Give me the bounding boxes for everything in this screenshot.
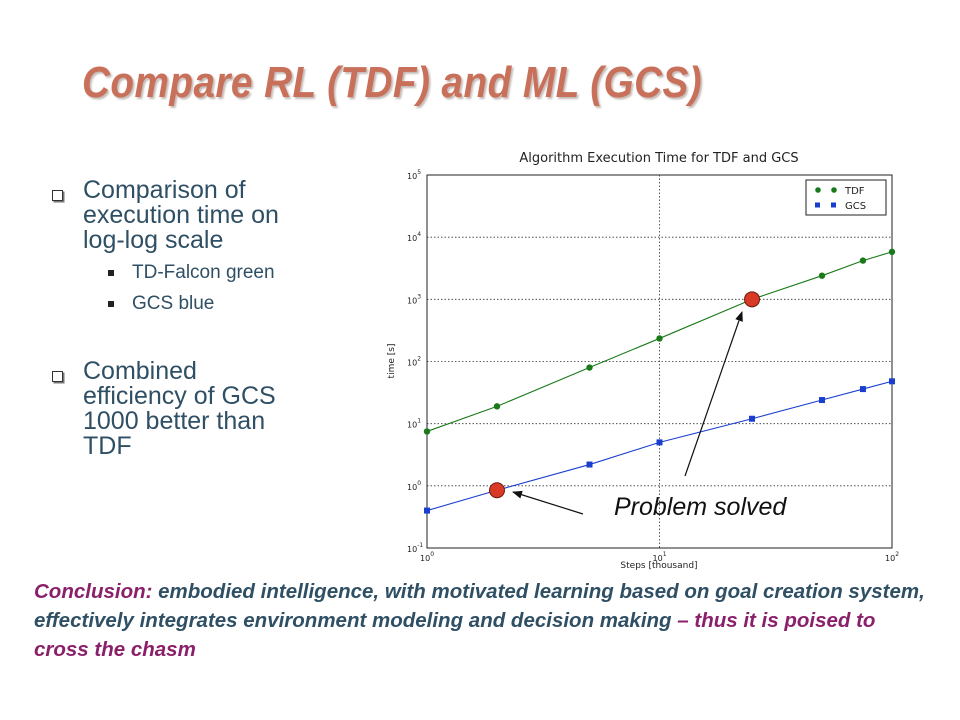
- chart-title: Algorithm Execution Time for TDF and GCS: [519, 151, 798, 166]
- slide-title: Compare RL (TDF) and ML (GCS): [82, 58, 703, 107]
- bullet-text: Combined efficiency of GCS 1000 better t…: [83, 359, 276, 459]
- data-point-tdf: [656, 335, 663, 342]
- data-point-gcs: [586, 461, 593, 468]
- sub-bullet-tdfalcon: TD-Falcon green: [108, 257, 342, 288]
- execution-time-chart: Algorithm Execution Time for TDF and GCS…: [387, 151, 899, 570]
- data-point-gcs: [819, 397, 826, 404]
- data-point-tdf: [818, 272, 826, 279]
- data-point-gcs: [424, 507, 430, 514]
- bullet-line: Comparison of: [83, 176, 246, 204]
- bullet-line: log-log scale: [83, 226, 224, 254]
- conclusion-body: embodied intelligence, with motivated le…: [34, 580, 925, 632]
- data-point-tdf: [888, 248, 896, 256]
- y-axis-label: time [s]: [387, 344, 397, 379]
- x-tick-label: 101: [653, 551, 667, 563]
- y-tick-label: 102: [407, 356, 421, 368]
- conclusion-text: Conclusion: embodied intelligence, with …: [34, 577, 934, 664]
- y-tick-label: 101: [407, 418, 421, 430]
- series-line-gcs: [426, 380, 893, 512]
- bullet-line: 1000 better than: [83, 407, 266, 435]
- data-point-tdf: [859, 257, 867, 264]
- bullet-line: TDF: [83, 432, 132, 460]
- series-line-tdf: [426, 251, 893, 432]
- legend-marker-gcs: [815, 202, 820, 208]
- y-tick-label: 104: [407, 231, 421, 243]
- x-tick-label: 102: [885, 551, 899, 563]
- sub-bullet-list: TD-Falcon green GCS blue: [108, 257, 342, 319]
- bullet-comparison: Comparison of execution time on log-log …: [52, 178, 342, 253]
- data-point-tdf: [586, 364, 593, 371]
- legend-marker-tdf: [815, 187, 821, 193]
- legend-label-tdf: TDF: [844, 186, 865, 197]
- conclusion-tail: – thus it is poised to cross the chasm: [34, 609, 876, 661]
- bullet-line: execution time on: [83, 201, 279, 229]
- annotation-arrow-to-tdf: [684, 311, 743, 477]
- sub-bullet-gcs: GCS blue: [108, 288, 342, 319]
- legend-marker-gcs: [831, 202, 836, 208]
- square-bullet-icon: [108, 300, 114, 307]
- bullet-list: Comparison of execution time on log-log …: [52, 178, 342, 459]
- annotation-arrow-to-gcs: [512, 490, 584, 515]
- problem-solved-annotation: Problem solved: [614, 493, 787, 521]
- highlight-marker-gcs: [488, 482, 505, 499]
- legend-box: [805, 179, 887, 216]
- highlight-marker-tdf: [744, 291, 761, 308]
- data-point-gcs: [656, 439, 663, 446]
- legend: TDF GCS: [805, 179, 887, 216]
- data-point-tdf: [423, 428, 431, 435]
- x-tick-label: 100: [420, 551, 434, 563]
- data-point-gcs: [749, 415, 756, 422]
- data-point-gcs: [889, 378, 895, 385]
- data-point-gcs: [859, 386, 866, 393]
- data-point-tdf: [493, 403, 501, 410]
- y-tick-label: 100: [407, 480, 421, 492]
- legend-label-gcs: GCS: [845, 201, 866, 212]
- bullet-line: Combined: [83, 357, 197, 385]
- y-tick-label: 103: [407, 293, 421, 305]
- y-tick-label: 10-1: [407, 542, 423, 554]
- legend-marker-tdf: [831, 187, 837, 193]
- bullet-efficiency: Combined efficiency of GCS 1000 better t…: [52, 359, 342, 459]
- bullet-text: Comparison of execution time on log-log …: [83, 178, 279, 253]
- x-axis-label: Steps [thousand]: [620, 561, 697, 570]
- bullet-line: efficiency of GCS: [83, 382, 276, 410]
- grid-lines: [427, 175, 892, 548]
- y-tick-label: 105: [407, 169, 421, 181]
- series-layer: [423, 248, 896, 514]
- checkbox-bullet-icon: [52, 190, 63, 201]
- square-bullet-icon: [108, 269, 114, 276]
- checkbox-bullet-icon: [52, 371, 63, 382]
- conclusion-lead: Conclusion:: [34, 580, 153, 603]
- sub-bullet-text: GCS blue: [132, 292, 215, 314]
- sub-bullet-text: TD-Falcon green: [132, 261, 275, 283]
